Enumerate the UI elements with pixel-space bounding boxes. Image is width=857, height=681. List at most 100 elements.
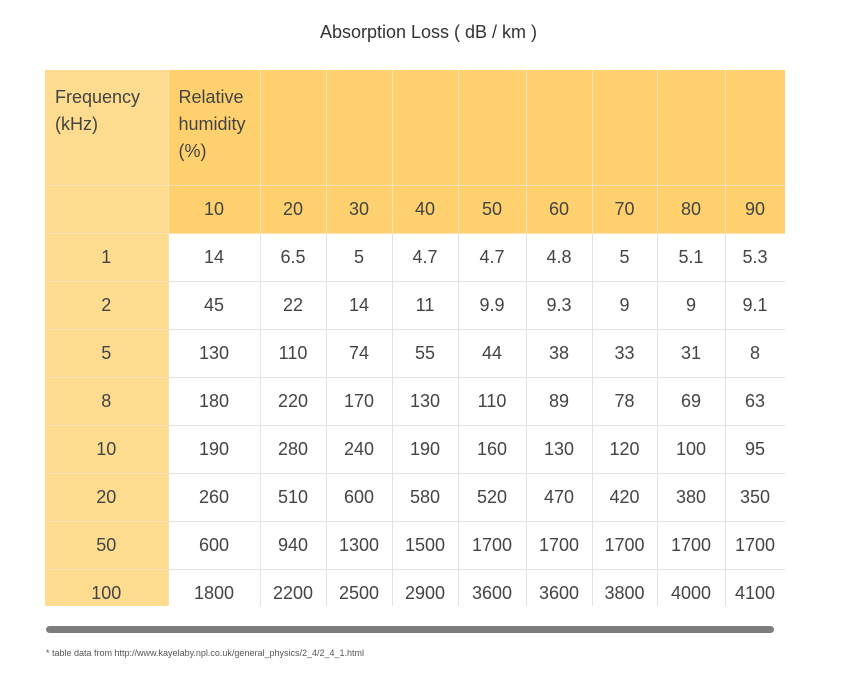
- frequency-cell: 50: [45, 521, 169, 570]
- table-row: 8 180 220 170 130 110 89 78 69 63: [45, 377, 785, 426]
- value-cell: 6.5: [260, 233, 327, 282]
- table-row: 50 600 940 1300 1500 1700 1700 1700 1700 1700: [45, 521, 785, 570]
- value-cell: 45: [168, 281, 261, 330]
- frequency-cell: 1: [45, 233, 169, 282]
- humidity-value: 20: [260, 185, 327, 234]
- value-cell: 940: [260, 521, 327, 570]
- value-cell: 2200: [260, 569, 327, 606]
- value-cell: 190: [392, 425, 459, 474]
- value-cell: 44: [458, 329, 527, 378]
- value-cell: 3800: [592, 569, 658, 606]
- header-blank: [725, 70, 785, 186]
- value-cell: 69: [657, 377, 726, 426]
- footnote: * table data from http://www.kayelaby.np…: [46, 648, 365, 658]
- horizontal-scrollbar[interactable]: [46, 626, 774, 633]
- humidity-value: 50: [458, 185, 527, 234]
- value-cell: 380: [657, 473, 726, 522]
- header-blank: [392, 70, 459, 186]
- value-cell: 520: [458, 473, 527, 522]
- table-row: 20 260 510 600 580 520 470 420 380 350: [45, 473, 785, 522]
- value-cell: 240: [326, 425, 393, 474]
- header-blank: [657, 70, 726, 186]
- value-cell: 5.3: [725, 233, 785, 282]
- value-cell: 5: [592, 233, 658, 282]
- table-container[interactable]: Frequency (kHz) Relative humidity (%) 10…: [45, 70, 785, 606]
- value-cell: 1300: [326, 521, 393, 570]
- value-cell: 120: [592, 425, 658, 474]
- value-cell: 130: [526, 425, 593, 474]
- header-blank: [458, 70, 527, 186]
- value-cell: 9: [592, 281, 658, 330]
- frequency-cell: 10: [45, 425, 169, 474]
- table-title: Absorption Loss ( dB / km ): [319, 22, 538, 42]
- humidity-value: 30: [326, 185, 393, 234]
- value-cell: 33: [592, 329, 658, 378]
- humidity-row-blank: [45, 185, 169, 234]
- value-cell: 9: [657, 281, 726, 330]
- value-cell: 1700: [458, 521, 527, 570]
- value-cell: 4100: [725, 569, 785, 606]
- value-cell: 600: [168, 521, 261, 570]
- value-cell: 600: [326, 473, 393, 522]
- value-cell: 14: [326, 281, 393, 330]
- value-cell: 190: [168, 425, 261, 474]
- value-cell: 89: [526, 377, 593, 426]
- value-cell: 2900: [392, 569, 459, 606]
- frequency-cell: 100: [45, 569, 169, 606]
- value-cell: 4.8: [526, 233, 593, 282]
- humidity-value: 80: [657, 185, 726, 234]
- humidity-row: 10 20 30 40 50 60 70 80 90: [45, 185, 785, 234]
- value-cell: 220: [260, 377, 327, 426]
- value-cell: 9.1: [725, 281, 785, 330]
- value-cell: 5.1: [657, 233, 726, 282]
- value-cell: 14: [168, 233, 261, 282]
- value-cell: 260: [168, 473, 261, 522]
- value-cell: 63: [725, 377, 785, 426]
- table-row: 1 14 6.5 5 4.7 4.7 4.8 5 5.1 5.3: [45, 233, 785, 282]
- value-cell: 11: [392, 281, 459, 330]
- header-blank: [592, 70, 658, 186]
- value-cell: 160: [458, 425, 527, 474]
- frequency-header: Frequency (kHz): [45, 70, 169, 186]
- value-cell: 3600: [526, 569, 593, 606]
- value-cell: 1700: [725, 521, 785, 570]
- value-cell: 280: [260, 425, 327, 474]
- value-cell: 3600: [458, 569, 527, 606]
- frequency-cell: 2: [45, 281, 169, 330]
- humidity-value: 60: [526, 185, 593, 234]
- value-cell: 350: [725, 473, 785, 522]
- frequency-cell: 5: [45, 329, 169, 378]
- value-cell: 95: [725, 425, 785, 474]
- value-cell: 2500: [326, 569, 393, 606]
- table-row: 5 130 110 74 55 44 38 33 31 8: [45, 329, 785, 378]
- humidity-header: Relative humidity (%): [168, 70, 261, 186]
- value-cell: 55: [392, 329, 459, 378]
- value-cell: 9.3: [526, 281, 593, 330]
- value-cell: 470: [526, 473, 593, 522]
- header-blank: [526, 70, 593, 186]
- value-cell: 5: [326, 233, 393, 282]
- value-cell: 1500: [392, 521, 459, 570]
- humidity-value: 90: [725, 185, 785, 234]
- value-cell: 180: [168, 377, 261, 426]
- humidity-value: 40: [392, 185, 459, 234]
- value-cell: 8: [725, 329, 785, 378]
- value-cell: 100: [657, 425, 726, 474]
- value-cell: 110: [458, 377, 527, 426]
- value-cell: 1800: [168, 569, 261, 606]
- value-cell: 4000: [657, 569, 726, 606]
- header-blank: [260, 70, 327, 186]
- value-cell: 510: [260, 473, 327, 522]
- header-row: Frequency (kHz) Relative humidity (%): [45, 70, 785, 186]
- value-cell: 110: [260, 329, 327, 378]
- table-row: 2 45 22 14 11 9.9 9.3 9 9 9.1: [45, 281, 785, 330]
- value-cell: 9.9: [458, 281, 527, 330]
- header-blank: [326, 70, 393, 186]
- humidity-value: 70: [592, 185, 658, 234]
- value-cell: 1700: [592, 521, 658, 570]
- value-cell: 170: [326, 377, 393, 426]
- value-cell: 420: [592, 473, 658, 522]
- frequency-cell: 8: [45, 377, 169, 426]
- value-cell: 580: [392, 473, 459, 522]
- frequency-cell: 20: [45, 473, 169, 522]
